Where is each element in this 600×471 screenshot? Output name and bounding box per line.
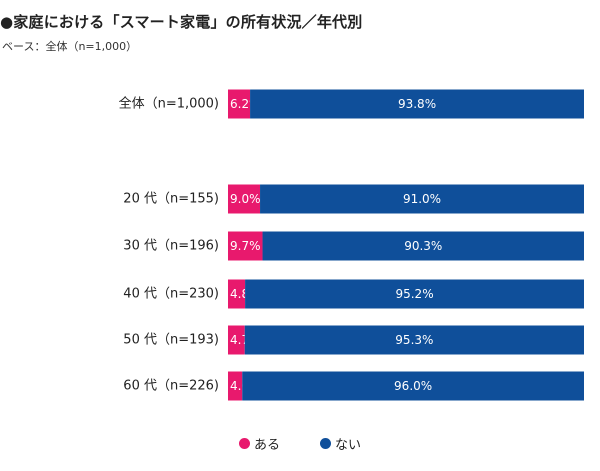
legend-label-nai: ない <box>335 438 362 453</box>
stacked-bar-chart: 全体（n=1,000) 6.2% 93.8%20 代（n=155) 9.0% 91.0%… <box>119 89 585 401</box>
category-label: 60 代（n=226) <box>123 379 219 394</box>
legend-swatch-aru <box>238 438 250 449</box>
bar-segment-nai <box>242 371 585 401</box>
data-label-aru: 9.7% <box>230 239 261 253</box>
category-label: 30 代（n=196) <box>123 239 219 254</box>
bar-segment-aru <box>228 279 246 309</box>
chart-title: ●家庭における「スマート家電」の所有状況／年代別 <box>0 13 363 31</box>
chart-subtitle: ベース：全体（n=1,000） <box>2 40 138 53</box>
data-label-nai: 96.0% <box>394 379 432 393</box>
bar-segment-aru <box>228 325 245 355</box>
bar-segment-aru <box>228 89 251 119</box>
bar-segment-aru <box>228 371 243 401</box>
category-label: 20 代（n=155) <box>123 192 219 207</box>
bar-segment-nai <box>250 89 584 119</box>
bar-segment-aru <box>228 231 263 261</box>
data-label-aru: 9.0% <box>230 192 261 206</box>
bar-segment-nai <box>244 325 584 355</box>
bar-segment-nai <box>262 231 584 261</box>
legend: ある ない <box>0 434 600 453</box>
data-label-nai: 95.2% <box>395 287 433 301</box>
legend-swatch-nai <box>320 438 331 449</box>
category-label: 全体（n=1,000) <box>119 96 219 112</box>
data-label-nai: 91.0% <box>403 192 441 206</box>
legend-item-aru: ある <box>238 434 280 453</box>
data-label-nai: 90.3% <box>404 239 442 253</box>
bar-segment-aru <box>228 184 261 214</box>
bar-segment-nai <box>245 279 584 309</box>
category-label: 40 代（n=230) <box>123 287 219 302</box>
category-label: 50 代（n=193) <box>123 333 219 348</box>
bar-segment-nai <box>260 184 584 214</box>
data-label-nai: 95.3% <box>395 333 433 347</box>
legend-item-nai: ない <box>320 434 361 453</box>
legend-label-aru: ある <box>253 438 280 453</box>
data-label-nai: 93.8% <box>398 97 436 111</box>
